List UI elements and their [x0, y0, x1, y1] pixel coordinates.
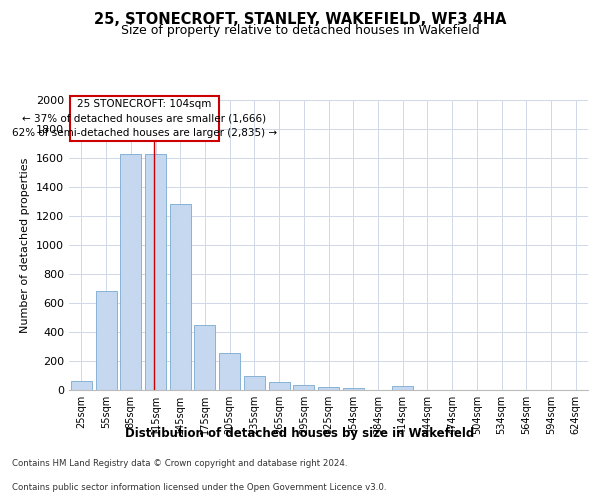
Y-axis label: Number of detached properties: Number of detached properties	[20, 158, 31, 332]
Bar	[120, 154, 141, 390]
Text: Distribution of detached houses by size in Wakefield: Distribution of detached houses by size …	[125, 428, 475, 440]
Bar	[194, 326, 215, 390]
Bar	[219, 353, 240, 390]
Text: 25 STONECROFT: 104sqm: 25 STONECROFT: 104sqm	[77, 98, 212, 108]
Bar	[70, 96, 218, 142]
Text: ← 37% of detached houses are smaller (1,666): ← 37% of detached houses are smaller (1,…	[22, 113, 266, 123]
Text: Contains HM Land Registry data © Crown copyright and database right 2024.: Contains HM Land Registry data © Crown c…	[12, 458, 347, 468]
Text: 25, STONECROFT, STANLEY, WAKEFIELD, WF3 4HA: 25, STONECROFT, STANLEY, WAKEFIELD, WF3 …	[94, 12, 506, 28]
Text: 62% of semi-detached houses are larger (2,835) →: 62% of semi-detached houses are larger (…	[12, 128, 277, 138]
Bar	[293, 385, 314, 390]
Bar	[71, 380, 92, 390]
Bar	[170, 204, 191, 390]
Bar	[269, 382, 290, 390]
Bar	[343, 388, 364, 390]
Bar	[145, 154, 166, 390]
Bar	[244, 376, 265, 390]
Bar	[318, 387, 339, 390]
Text: Size of property relative to detached houses in Wakefield: Size of property relative to detached ho…	[121, 24, 479, 37]
Text: Contains public sector information licensed under the Open Government Licence v3: Contains public sector information licen…	[12, 484, 386, 492]
Bar	[392, 386, 413, 390]
Bar	[95, 290, 116, 390]
